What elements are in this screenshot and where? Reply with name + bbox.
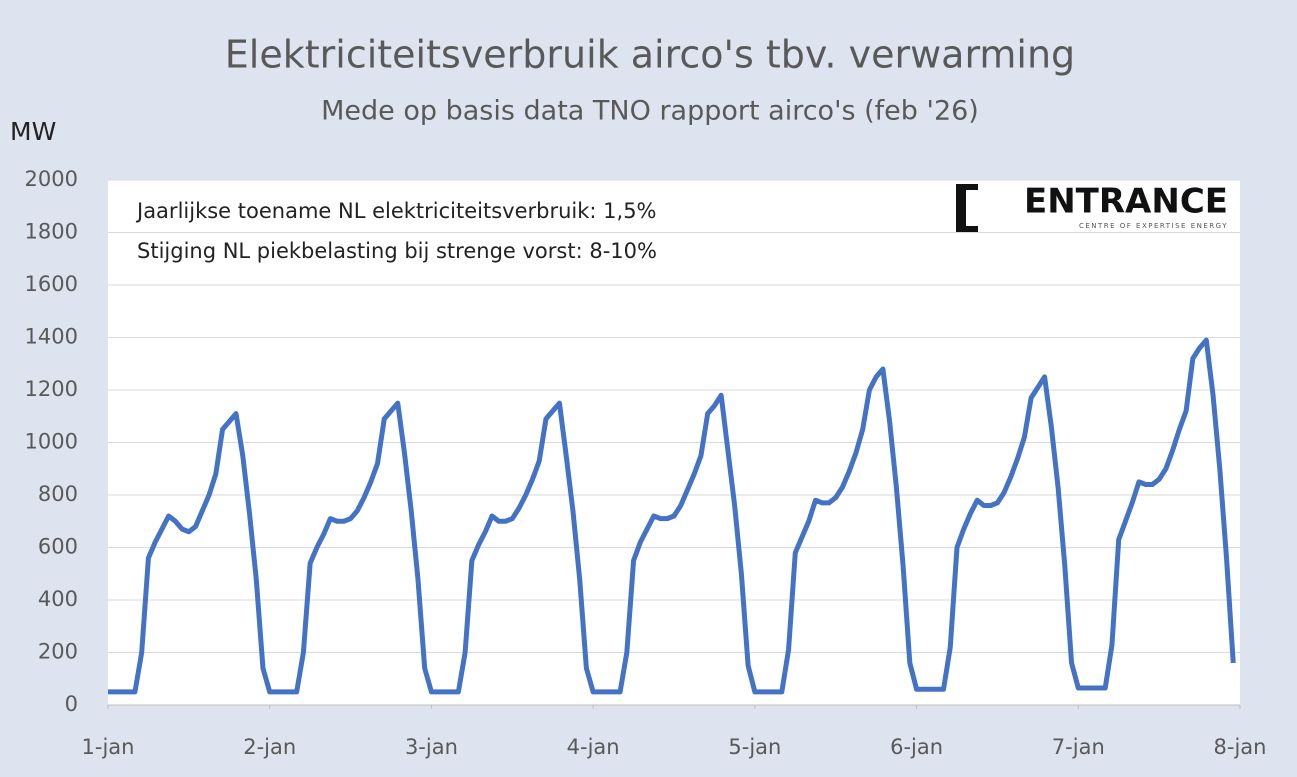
chart-subtitle: Mede op basis data TNO rapport airco's (… bbox=[321, 96, 979, 127]
y-tick-label: 0 bbox=[65, 692, 78, 716]
x-tick-label: 6-jan bbox=[890, 735, 943, 759]
x-tick-label: 1-jan bbox=[82, 735, 135, 759]
y-axis-label: MW bbox=[10, 117, 56, 146]
logo-name: ENTRANCE bbox=[1024, 182, 1228, 222]
y-tick-label: 1600 bbox=[25, 272, 78, 296]
chart-title: Elektriciteitsverbruik airco's tbv. verw… bbox=[225, 33, 1075, 77]
y-tick-label: 200 bbox=[38, 640, 78, 664]
data-line bbox=[108, 337, 1236, 695]
logo-tagline: CENTRE OF EXPERTISE ENERGY bbox=[1079, 222, 1228, 230]
annotation: Stijging NL piekbelasting bij strenge vo… bbox=[137, 239, 657, 263]
x-tick-label: 3-jan bbox=[405, 735, 458, 759]
y-tick-label: 400 bbox=[38, 587, 78, 611]
x-tick-label: 5-jan bbox=[728, 735, 781, 759]
y-tick-label: 1400 bbox=[25, 325, 78, 349]
x-tick-label: 2-jan bbox=[243, 735, 296, 759]
x-tick-label: 7-jan bbox=[1052, 735, 1105, 759]
x-tick-label: 4-jan bbox=[567, 735, 620, 759]
y-tick-label: 800 bbox=[38, 482, 78, 506]
y-tick-label: 1800 bbox=[25, 220, 78, 244]
annotation: Jaarlijkse toename NL elektriciteitsverb… bbox=[135, 199, 657, 223]
y-tick-label: 1200 bbox=[25, 377, 78, 401]
y-tick-label: 1000 bbox=[25, 430, 78, 454]
y-tick-label: 2000 bbox=[25, 167, 78, 191]
logo-bracket bbox=[956, 184, 978, 232]
y-tick-label: 600 bbox=[38, 535, 78, 559]
x-tick-label: 8-jan bbox=[1214, 735, 1267, 759]
